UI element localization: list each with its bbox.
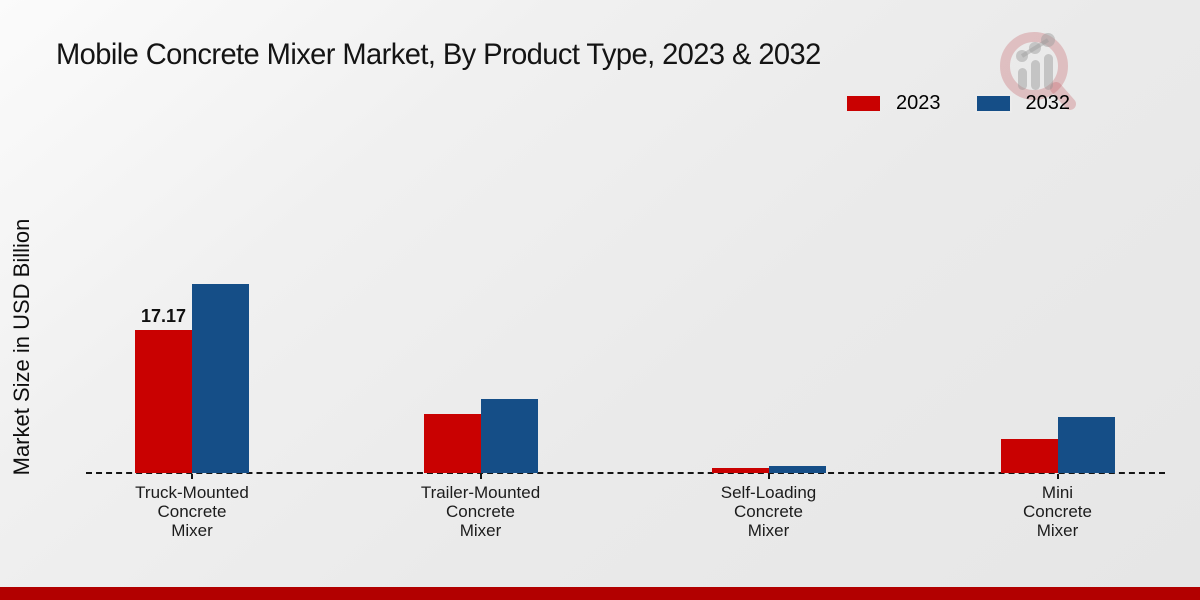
x-axis-tick (1056, 474, 1059, 479)
bar-2023-category-2 (711, 467, 769, 473)
category-label-2: Self-Loading Concrete Mixer (720, 483, 817, 540)
bar-2023-category-0 (135, 329, 192, 473)
bar-2023-category-1 (423, 413, 481, 473)
chart-title: Mobile Concrete Mixer Market, By Product… (56, 38, 821, 71)
x-axis-tick (767, 474, 770, 479)
legend-label-2023: 2023 (896, 92, 941, 114)
market-research-logo-icon (1000, 32, 1076, 110)
legend: 2023 2032 (845, 92, 1070, 115)
legend-item-2032: 2032 (974, 92, 1071, 115)
category-label-3: Mini Concrete Mixer (1023, 483, 1092, 540)
bar-value-label: 17.17 (140, 305, 187, 326)
x-axis-line (86, 472, 1165, 474)
bar-2023-category-3 (1000, 438, 1058, 473)
legend-swatch-2032 (974, 94, 1012, 113)
legend-swatch-2023 (845, 94, 882, 113)
x-axis-tick (191, 474, 193, 479)
x-axis-tick (479, 474, 482, 479)
footer-accent-bar (0, 587, 1200, 600)
legend-item-2023: 2023 (845, 92, 941, 115)
bar-2032-category-2 (768, 465, 826, 473)
bar-2032-category-3 (1057, 417, 1115, 473)
bar-2032-category-0 (192, 283, 249, 473)
category-label-1: Trailer-Mounted Concrete Mixer (420, 483, 541, 540)
category-label-0: Truck-Mounted Concrete Mixer (135, 483, 249, 540)
legend-label-2032: 2032 (1025, 92, 1071, 114)
bar-2032-category-1 (480, 398, 538, 473)
